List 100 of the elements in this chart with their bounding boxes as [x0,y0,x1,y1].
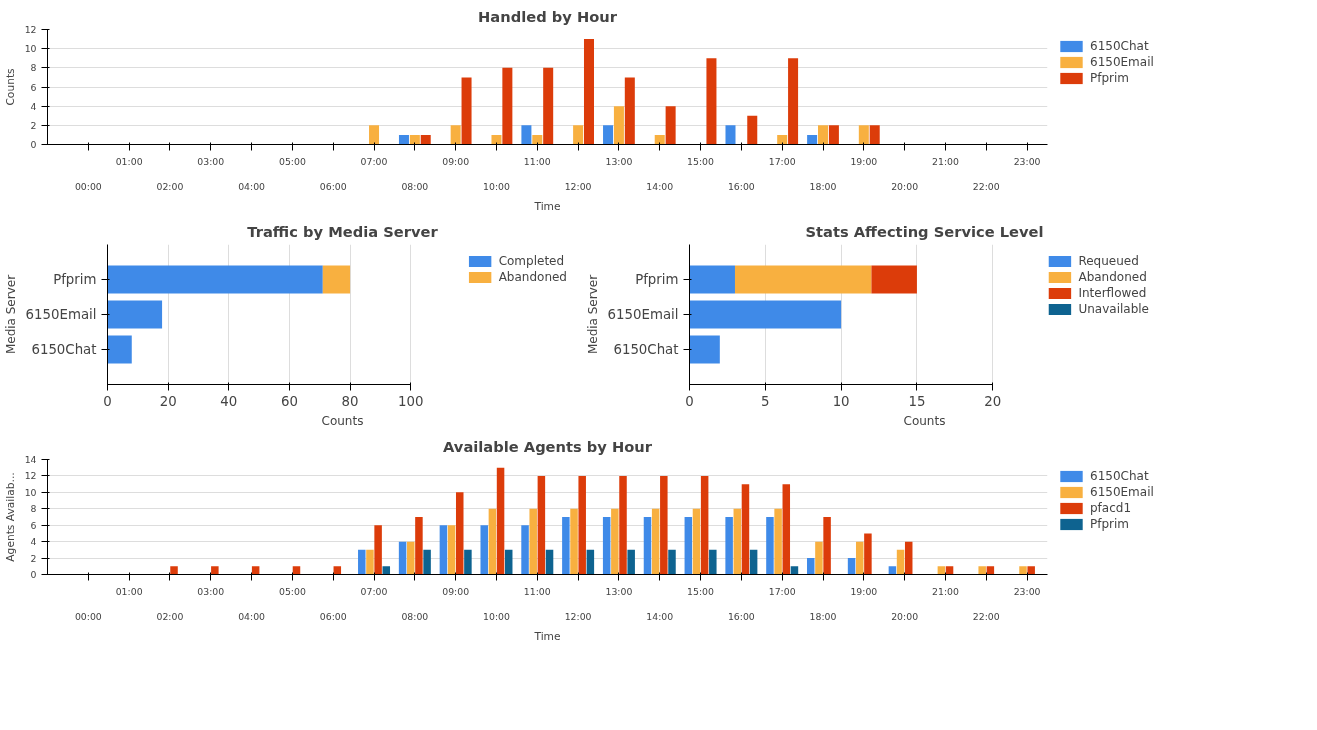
bar [407,541,415,575]
bar [871,265,917,294]
bar [828,125,839,145]
bar [864,533,872,575]
x-tick-label: 11:00 [523,155,551,167]
bar [358,549,366,575]
bar [491,134,502,145]
x-tick-label: 18:00 [809,610,837,622]
x-tick-label: 100 [398,393,424,409]
bar [807,134,818,145]
bar [464,549,472,575]
x-tick-label: 03:00 [197,155,225,167]
bar [945,566,954,575]
bar [586,549,595,575]
x-tick-label: 60 [280,393,298,409]
legend-label: Abandoned [498,270,567,284]
bar [292,566,301,575]
y-axis-title: Media Server [3,274,18,355]
bar [815,541,823,575]
bar [107,335,132,364]
y-tick-label: Pfprim [635,272,679,287]
bar [398,541,407,575]
bar [749,549,758,575]
y-tick-label: 6150Chat [31,342,97,357]
bar [725,517,733,575]
bar [461,77,472,145]
y-tick-label: 12 [24,24,37,35]
y-tick-label: 0 [30,569,37,580]
x-tick-label: 5 [761,393,770,409]
y-tick-label: 2 [30,119,37,131]
x-tick-label: 01:00 [115,155,143,167]
x-tick-label: 07:00 [360,155,388,167]
bar [480,525,488,575]
legend-label: 6150Chat [1090,39,1149,53]
chart-title: Handled by Hour [478,7,618,25]
bar [847,558,856,575]
x-tick-label: 00:00 [74,610,102,622]
bar [447,525,456,575]
x-tick-label: 20:00 [891,180,919,192]
x-tick-label: 0 [103,393,112,409]
y-tick-label: 6150Chat [613,342,679,357]
bar [521,125,532,145]
bar [423,549,431,575]
x-tick-label: 15:00 [687,155,715,167]
bar [578,475,586,575]
x-tick-label: 01:00 [115,585,143,597]
bar [823,517,831,575]
x-tick-label: 16:00 [727,180,755,192]
bar [170,566,178,575]
bar [107,265,323,294]
y-tick-label: 10 [24,43,37,55]
x-axis-title: Time [533,199,561,213]
bar [374,525,382,575]
legend-label: Pfprim [1090,71,1130,85]
y-tick-label: 4 [30,100,37,112]
y-tick-label: 2 [30,552,37,564]
x-tick-label: 10 [832,393,850,409]
bar [573,125,584,145]
y-tick-label: Pfprim [53,272,97,287]
y-tick-label: 0 [30,139,37,150]
x-tick-label: 14:00 [646,180,674,192]
x-tick-label: 14:00 [646,610,674,622]
legend-label: Completed [498,254,565,268]
y-tick-label: 6 [30,81,37,93]
bar [611,508,619,575]
bar [543,67,554,145]
x-tick-label: 05:00 [278,155,306,167]
bar [684,517,693,575]
x-tick-label: 20 [159,393,177,409]
bar [660,475,668,575]
bar [734,265,872,294]
x-tick-label: 80 [341,393,359,409]
x-tick-label: 22:00 [972,610,1000,622]
x-tick-label: 23:00 [1013,155,1041,167]
bar [733,508,742,575]
y-tick-label: 4 [30,536,37,548]
bar [858,125,869,145]
x-tick-label: 22:00 [972,180,1000,192]
bar [869,125,880,145]
x-tick-label: 09:00 [442,585,470,597]
bar [725,125,736,145]
legend-label: Unavailable [1078,302,1149,316]
legend-label: Abandoned [1078,270,1147,284]
legend-label: Pfprim [1090,517,1130,531]
y-tick-label: 6 [30,519,37,531]
bar [619,475,627,575]
bar [409,134,420,145]
x-tick-label: 17:00 [768,585,796,597]
bar [369,125,380,145]
bar [896,549,905,575]
x-tick-label: 13:00 [605,155,633,167]
y-tick-label: 14 [24,454,37,465]
bar [888,566,897,575]
legend-label: Requeued [1078,254,1139,268]
bar [415,517,423,575]
x-tick-label: 15:00 [687,585,715,597]
bar [504,549,513,575]
y-tick-label: 6150Email [607,307,679,322]
bar [624,77,635,145]
x-tick-label: 0 [685,393,694,409]
